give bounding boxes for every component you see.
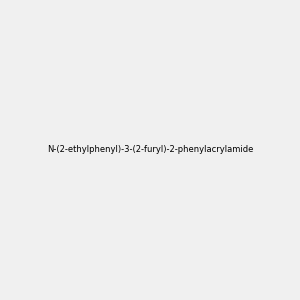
Text: N-(2-ethylphenyl)-3-(2-furyl)-2-phenylacrylamide: N-(2-ethylphenyl)-3-(2-furyl)-2-phenylac… <box>47 146 253 154</box>
